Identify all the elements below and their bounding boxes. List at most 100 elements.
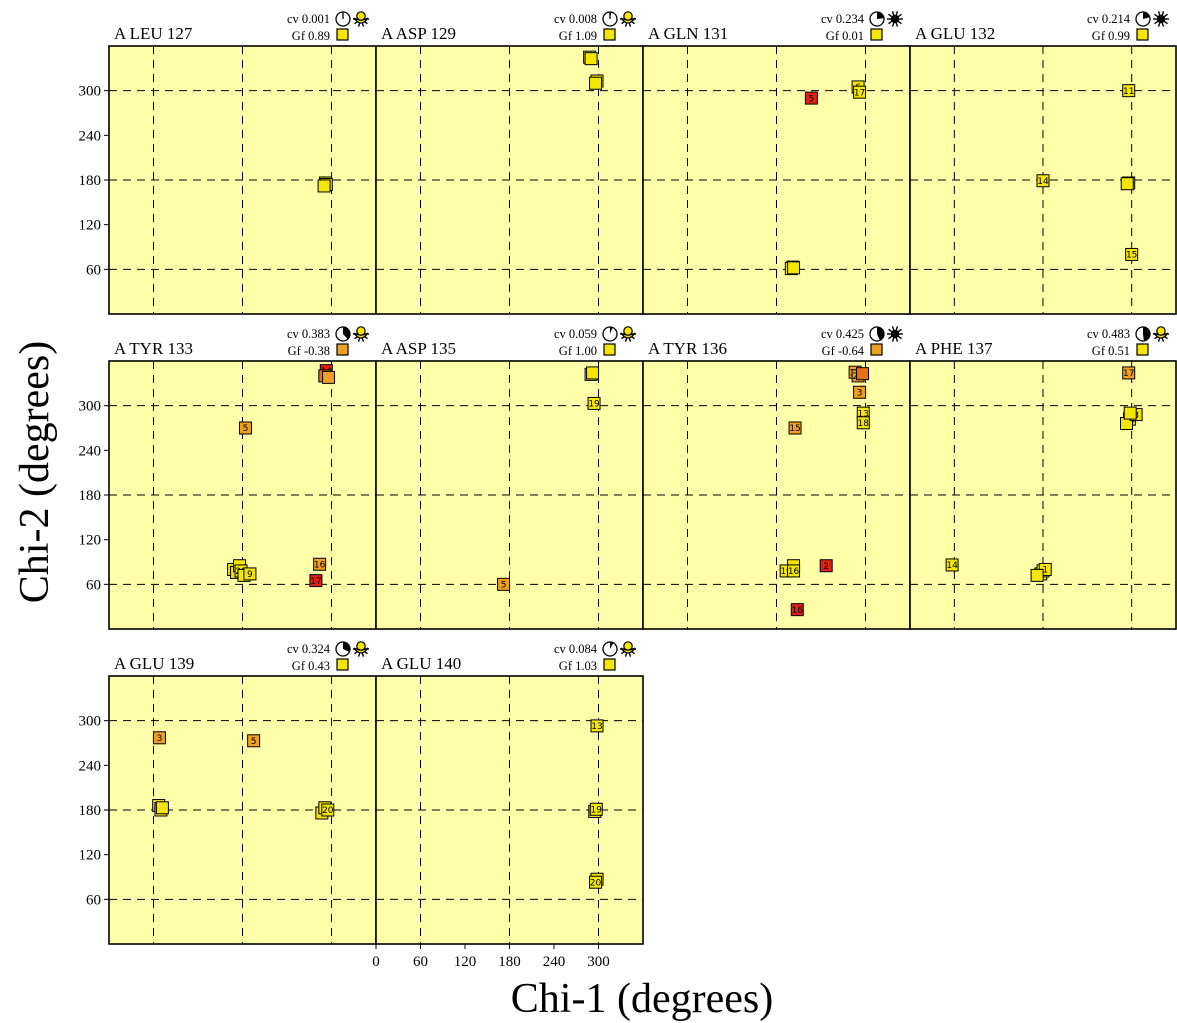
icon-ray [891,337,895,342]
y-tick-label: 240 [79,758,102,774]
icon-ray [1163,13,1168,18]
icon-ray [1161,337,1165,342]
icon-ray [888,335,893,340]
data-point-marker [856,416,870,430]
clock-wedge [877,12,884,19]
eye-icon [620,11,636,27]
data-point-label: 14 [1037,177,1049,187]
gf-swatch [870,343,883,356]
data-point-marker [589,802,603,816]
burst-icon [887,326,903,342]
data-point-marker [1030,568,1044,582]
y-tick-label: 300 [79,84,102,100]
clock-icon [1135,11,1151,27]
panel-title: A TYR 133 [114,339,193,358]
y-tick-label: 120 [79,533,102,549]
data-point-marker [587,396,601,410]
data-point: 15 [788,421,802,435]
y-tick-label: 120 [79,218,102,234]
eye-ball [1156,326,1166,336]
data-point: 17 [1122,366,1136,380]
clock-wedge [1143,12,1150,19]
y-axis-title: Chi-2 (degrees) [12,341,58,603]
y-tick-label: 60 [86,577,101,593]
data-point: 9 [243,567,257,581]
icon-ray [897,335,902,340]
gf-value: Gf 0.89 [292,29,330,43]
icon-ray [1157,22,1161,27]
gf-swatch [336,343,349,356]
clock-icon [335,11,351,27]
data-point-label: 1 [1042,566,1048,576]
data-point-marker [804,91,818,105]
icon-ray [891,326,895,331]
x-axis-title: Chi-1 (degrees) [511,976,773,1022]
data-point-label: 16 [788,567,800,577]
data-point-label: 13 [858,409,869,419]
panel-title: A GLU 140 [381,654,461,673]
panel-title: A TYR 136 [648,339,727,358]
data-point-marker [856,367,870,381]
data-point-label: 13 [591,722,602,732]
data-point-label: 19 [780,567,792,577]
data-point-marker [1122,366,1136,380]
eye-ball [356,641,366,651]
eye-ball [623,641,633,651]
y-tick-label: 180 [79,173,102,189]
data-point-marker [247,734,261,748]
icon-ray [628,337,632,342]
icon-ray [357,337,361,342]
icon-ray [895,337,899,342]
clock-wedge [610,327,613,334]
data-point-marker [497,577,511,591]
eye-icon [1153,326,1169,342]
eye-icon [353,326,369,342]
data-point-marker [1123,406,1137,420]
data-point: 17 [309,574,323,588]
clock-icon [602,641,618,657]
icon-ray [361,337,365,342]
gf-value: Gf 1.09 [559,29,597,43]
data-point-marker [945,558,959,572]
clock-icon [869,326,885,342]
icon-ray [897,328,902,333]
icon-ray [1161,22,1165,27]
eye-icon [620,326,636,342]
x-tick-label: 0 [372,954,380,970]
clock-icon [869,11,885,27]
x-tick-label: 180 [498,954,521,970]
data-point-label: 5 [243,424,249,434]
icon-ray [357,652,361,657]
icon-ray [628,22,632,27]
data-point-marker [317,179,331,193]
gf-value: Gf -0.64 [822,344,865,358]
icon-ray [888,328,893,333]
data-point [584,52,598,66]
y-tick-label: 300 [79,714,102,730]
data-point [322,370,336,384]
clock-icon [1135,326,1151,342]
data-point [155,801,169,815]
data-point [317,179,331,193]
burst-core [890,14,900,24]
cv-value: cv 0.214 [1087,12,1131,26]
data-point-marker [322,370,336,384]
gf-value: Gf 1.00 [559,344,597,358]
icon-ray [895,11,899,16]
data-point: 3 [152,731,166,745]
cv-value: cv 0.383 [287,327,330,341]
x-tick-label: 60 [413,954,428,970]
gf-swatch [603,28,616,41]
clock-wedge [877,327,884,341]
eye-ball [623,326,633,336]
cv-value: cv 0.084 [554,642,598,656]
eye-icon [353,641,369,657]
data-point-label: 17 [1123,369,1134,379]
gf-value: Gf 0.51 [1092,344,1130,358]
data-point-marker [790,603,804,617]
cv-value: cv 0.234 [821,12,865,26]
data-point: 20 [589,875,603,889]
